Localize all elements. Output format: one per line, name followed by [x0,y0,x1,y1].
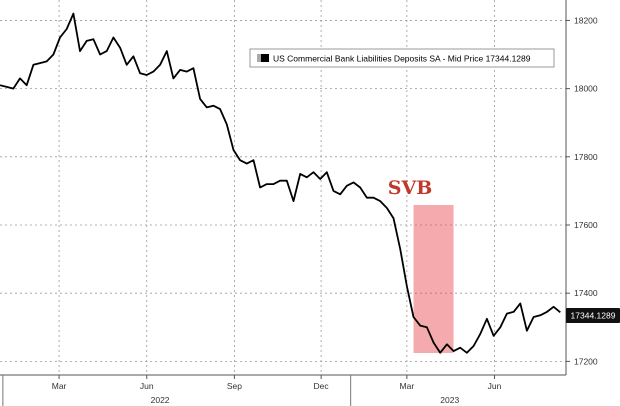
y-tick-label: 17200 [574,356,598,366]
x-year-label: 2022 [151,395,170,405]
y-tick-label: 18200 [574,15,598,25]
x-year-label: 2023 [440,395,459,405]
y-tick-label: 18000 [574,84,598,94]
x-tick-label: Jun [140,381,154,391]
x-tick-label: Sep [227,381,242,391]
series-line [0,12,561,354]
svb-annotation [413,205,454,353]
legend: US Commercial Bank Liabilities Deposits … [249,48,555,68]
x-axis: Mar Jun Sep Dec Mar Jun 2022 2023 [2,375,502,406]
legend-label: US Commercial Bank Liabilities Deposits … [273,54,531,64]
legend-marker-icon [261,54,269,62]
last-value-tag: 17344.1289 [566,308,620,323]
svb-annotation-label: SVB [388,177,433,199]
y-tick-label: 17600 [574,220,598,230]
x-tick-label: Mar [400,381,415,391]
series-line-group [0,12,561,354]
y-tick-label: 17400 [574,288,598,298]
x-tick-label: Jun [488,381,502,391]
svb-highlight-box [413,205,454,353]
y-tick-label: 17800 [574,152,598,162]
y-axis: 17200 17400 17600 17800 18000 18200 [566,15,598,366]
x-tick-label: Dec [314,381,330,391]
last-value-label: 17344.1289 [571,311,616,321]
x-tick-label: Mar [52,381,67,391]
grid-lines [0,0,567,376]
